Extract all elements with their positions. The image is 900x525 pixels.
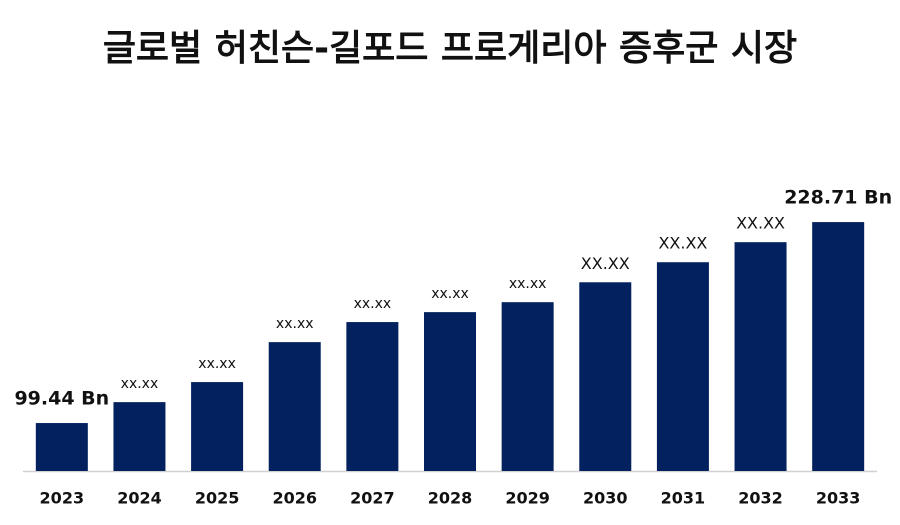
bar xyxy=(346,322,399,471)
value-label: xx.xx xyxy=(509,276,547,292)
x-tick-label: 2028 xyxy=(428,489,473,508)
x-tick-label: 2030 xyxy=(583,489,628,508)
value-label: XX.XX xyxy=(736,214,785,233)
value-label: xx.xx xyxy=(121,376,159,392)
x-tick-label: 2032 xyxy=(738,489,783,508)
value-label: xx.xx xyxy=(276,316,314,332)
x-tick-label: 2027 xyxy=(350,489,395,508)
x-tick-label: 2024 xyxy=(117,489,162,508)
value-label: XX.XX xyxy=(658,234,707,253)
bar xyxy=(35,423,88,471)
bar xyxy=(268,342,321,471)
x-tick-label: 2031 xyxy=(661,489,706,508)
value-label: 99.44 Bn xyxy=(14,388,109,410)
value-label: XX.XX xyxy=(581,254,630,273)
x-tick-label: 2025 xyxy=(195,489,240,508)
value-label: xx.xx xyxy=(198,356,236,372)
bar xyxy=(579,282,632,471)
value-label: 228.71 Bn xyxy=(784,187,892,209)
x-tick-label: 2029 xyxy=(505,489,550,508)
value-label: xx.xx xyxy=(431,286,469,302)
chart-title: 글로벌 허친슨-길포드 프로게리아 증후군 시장 xyxy=(102,28,798,69)
bar xyxy=(424,312,476,471)
value-label: xx.xx xyxy=(354,296,392,312)
bar xyxy=(656,262,709,471)
bar xyxy=(812,222,865,471)
x-tick-label: 2026 xyxy=(272,489,317,508)
bar xyxy=(734,242,787,471)
bar xyxy=(191,382,244,471)
bar xyxy=(501,302,554,471)
x-tick-label: 2023 xyxy=(40,489,85,508)
bar xyxy=(113,402,166,471)
x-tick-label: 2033 xyxy=(816,489,861,508)
